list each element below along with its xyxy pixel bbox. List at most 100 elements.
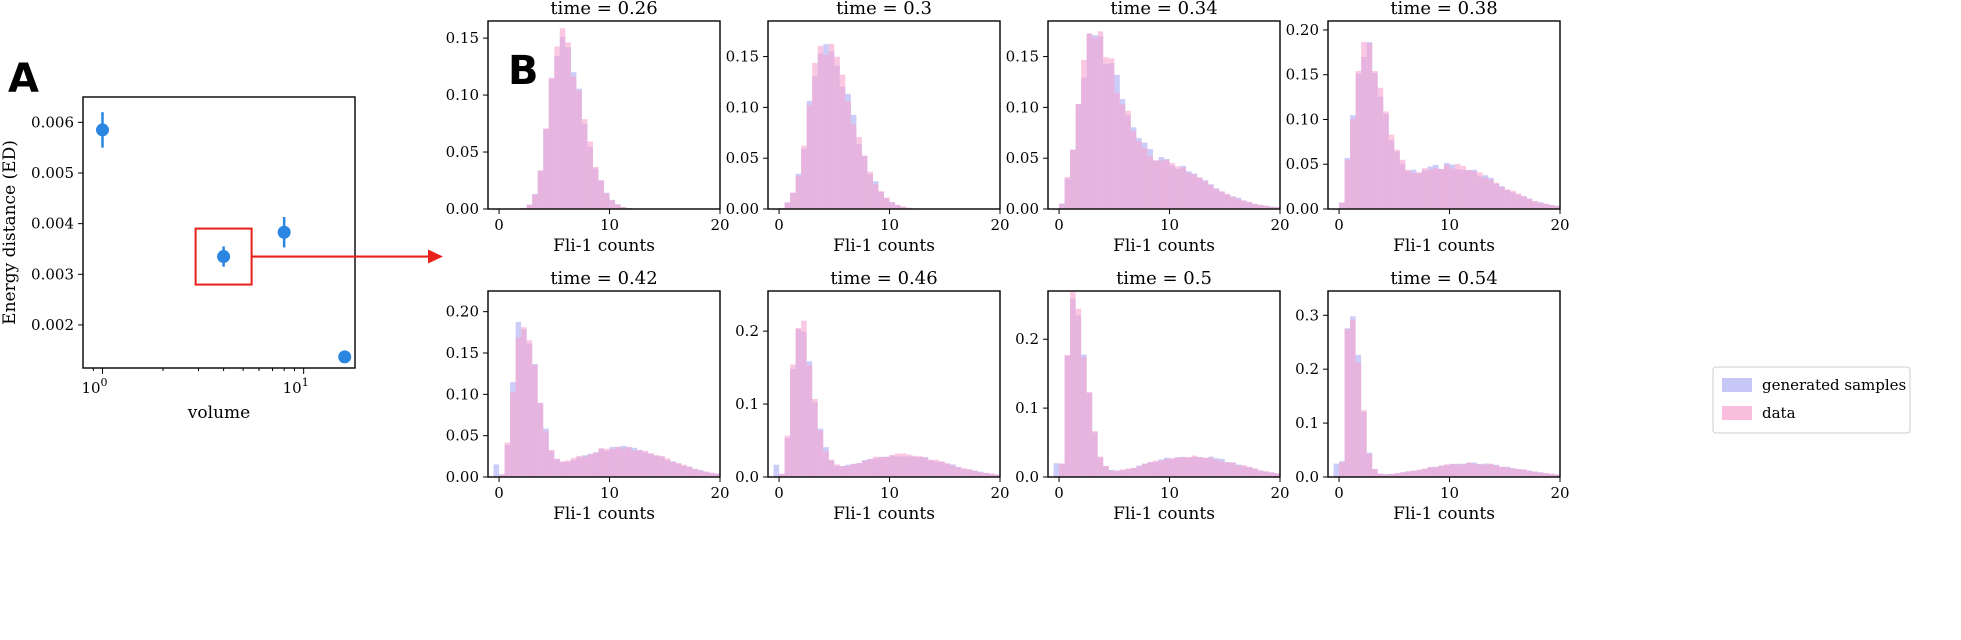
- hist-ytick-label: 0.15: [726, 48, 759, 66]
- data-bar: [784, 202, 791, 209]
- hist-ytick-label: 0.20: [446, 303, 479, 321]
- data-bar: [1532, 471, 1538, 477]
- hist-xtick-label: 0: [774, 216, 784, 234]
- data-bar: [1075, 308, 1082, 477]
- generated-bar: [1333, 463, 1340, 477]
- data-bar: [1405, 471, 1411, 477]
- data-bar: [1152, 460, 1159, 477]
- data-bar: [1147, 462, 1153, 477]
- data-bar: [670, 462, 676, 477]
- hist-panel: 0.00 0.05 0.10 0.15 0 10 20 Fli-1 counts time = …: [446, 0, 730, 256]
- data-bar: [1421, 168, 1428, 209]
- hist-axes-frame: [1327, 290, 1561, 478]
- data-bar: [1158, 460, 1164, 477]
- hist-xlabel: Fli-1 counts: [1113, 504, 1215, 524]
- data-bar: [1444, 464, 1450, 477]
- data-bar: [559, 28, 566, 209]
- data-bar: [1202, 180, 1209, 209]
- hist-xlabel: Fli-1 counts: [833, 236, 935, 256]
- generated-bar: [493, 464, 500, 477]
- data-bar: [1119, 104, 1126, 209]
- hist-xlabel: Fli-1 counts: [1393, 236, 1495, 256]
- data-bar: [1224, 193, 1231, 209]
- data-bar: [1230, 197, 1236, 209]
- data-bar: [1427, 169, 1433, 209]
- hist-axes-frame: [1047, 290, 1281, 478]
- hist-ytick-label: 0.05: [446, 427, 479, 445]
- data-bar: [598, 180, 604, 209]
- data-bar: [889, 202, 896, 209]
- data-bar: [1482, 464, 1489, 477]
- legend-box: [1712, 366, 1911, 434]
- legend-label-generated: generated samples: [1762, 376, 1906, 394]
- data-bar: [1350, 119, 1356, 209]
- data-bar: [526, 340, 533, 477]
- data-bar: [537, 402, 544, 477]
- data-bar: [1554, 205, 1560, 209]
- data-bar: [604, 448, 610, 477]
- data-bar: [884, 197, 890, 209]
- data-bar: [1191, 455, 1198, 477]
- data-bar: [1455, 164, 1461, 209]
- data-bar: [1252, 203, 1258, 209]
- hist-panel: 0.00 0.05 0.10 0.15 0.20 0 10 20 Fli-1 counts tim…: [446, 268, 730, 524]
- data-bar: [1482, 177, 1489, 209]
- data-bar: [1355, 70, 1362, 209]
- hist-xtick-label: 10: [1160, 484, 1179, 502]
- data-bar: [703, 471, 709, 477]
- data-bar: [1399, 472, 1406, 477]
- hist-ytick-label: 0.10: [1006, 98, 1039, 116]
- data-bar: [714, 473, 720, 477]
- data-bar: [686, 466, 693, 477]
- hist-axes-frame: [767, 290, 1001, 478]
- data-bar: [1263, 205, 1269, 209]
- data-bar: [1410, 470, 1417, 477]
- hist-ytick-label: 0.05: [1286, 155, 1319, 173]
- data-bar: [592, 167, 599, 209]
- data-bar: [675, 462, 682, 477]
- hist-panel: 0.0 0.1 0.2 0.3 0 10 20 Fli-1 counts time = 0.54: [1295, 268, 1569, 524]
- data-bar: [1504, 467, 1511, 477]
- data-bar: [917, 456, 923, 477]
- data-bar: [1383, 111, 1389, 209]
- data-bar: [823, 54, 829, 209]
- data-bar: [697, 470, 704, 477]
- data-bar: [790, 192, 796, 209]
- data-bar: [543, 128, 549, 209]
- data-bar: [1399, 159, 1406, 209]
- data-bar: [1252, 468, 1258, 477]
- data-bar: [587, 141, 593, 209]
- data-bar: [834, 464, 840, 477]
- data-bar: [499, 474, 505, 477]
- hist-xtick-label: 20: [1270, 216, 1289, 234]
- data-bar: [620, 206, 627, 209]
- data-bar: [1554, 474, 1560, 477]
- data-bar: [620, 448, 627, 477]
- data-bar: [779, 473, 785, 477]
- a-ytick-label: 0.005: [31, 164, 74, 182]
- data-bar: [1537, 202, 1544, 209]
- data-bar: [1230, 462, 1236, 477]
- data-bar: [1169, 163, 1176, 209]
- data-bar: [1488, 463, 1494, 477]
- data-bar: [944, 463, 951, 477]
- hist-ytick-label: 0.0: [1015, 468, 1039, 486]
- data-bar: [1136, 466, 1142, 477]
- data-bar: [570, 76, 577, 209]
- hist-ytick-label: 0.00: [446, 200, 479, 218]
- data-bar: [972, 470, 978, 477]
- data-bar: [1537, 472, 1544, 477]
- a-ytick-label: 0.002: [31, 316, 74, 334]
- data-bar: [922, 457, 929, 477]
- data-bar: [1070, 292, 1076, 477]
- data-bar: [548, 77, 555, 209]
- hist-title: time = 0.46: [830, 268, 937, 289]
- data-bar: [1114, 92, 1120, 209]
- hist-ytick-label: 0.2: [1295, 360, 1319, 378]
- data-bar: [598, 448, 604, 477]
- data-bar: [828, 43, 835, 209]
- data-bar: [988, 473, 995, 477]
- data-bar: [1499, 187, 1505, 209]
- hist-xtick-label: 10: [1440, 216, 1459, 234]
- data-bar: [977, 472, 984, 477]
